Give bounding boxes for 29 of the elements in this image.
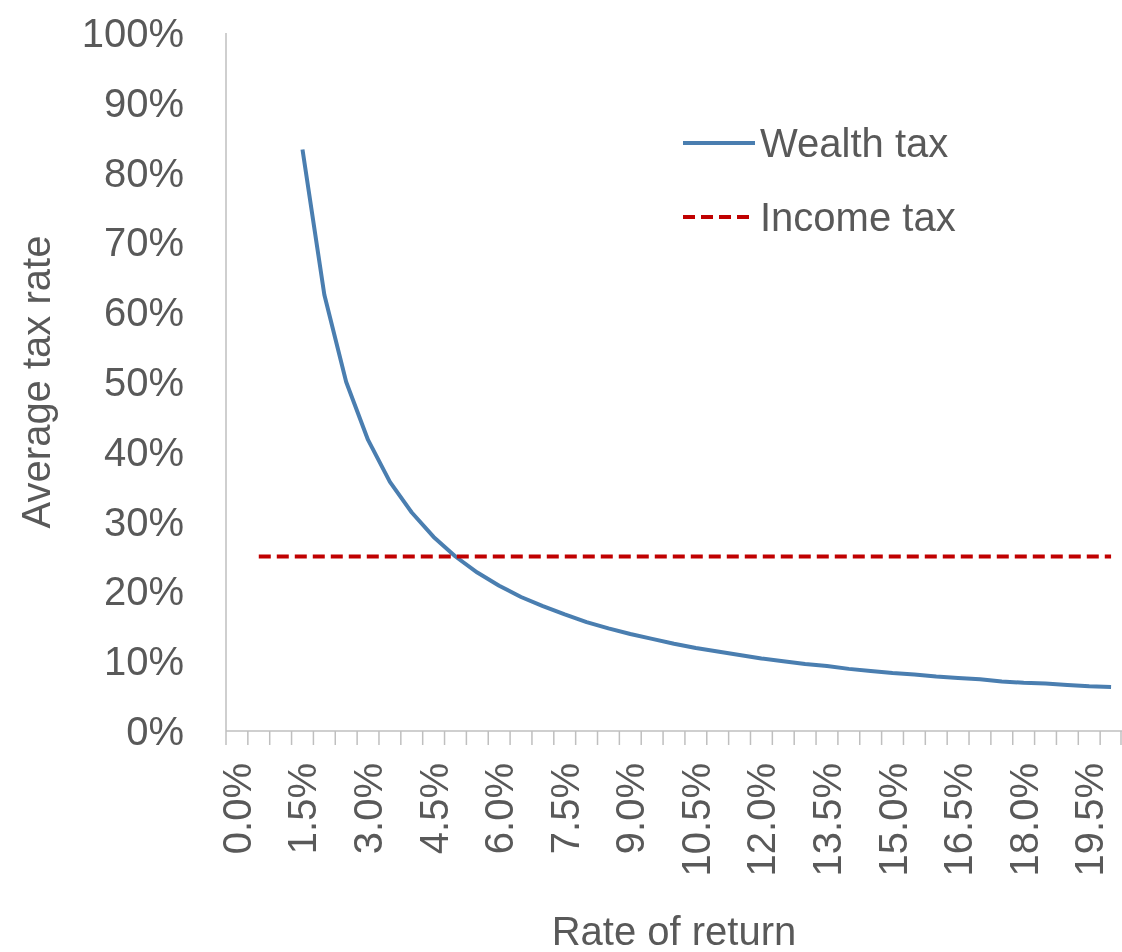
x-tick-label: 7.5% — [542, 763, 587, 855]
y-tick-label: 80% — [103, 150, 184, 195]
x-tick-label: 13.5% — [804, 763, 849, 877]
x-tick-label: 10.5% — [673, 763, 718, 877]
x-axis-title: Rate of return — [551, 909, 797, 952]
legend-label: Wealth tax — [760, 121, 949, 165]
x-tick-label: 9.0% — [608, 763, 653, 855]
x-tick-label: 15.0% — [870, 763, 915, 877]
x-tick-label: 0.0% — [214, 763, 259, 855]
y-tick-label: 100% — [81, 11, 184, 55]
x-tick-label: 19.5% — [1067, 763, 1112, 877]
y-tick-label: 10% — [103, 639, 184, 684]
x-tick-label: 16.5% — [936, 763, 981, 877]
y-tick-label: 0% — [126, 709, 184, 753]
y-tick-label: 90% — [103, 80, 184, 125]
x-tick-label: 3.0% — [346, 763, 391, 855]
x-tick-label: 18.0% — [1001, 763, 1046, 877]
x-tick-label: 1.5% — [280, 763, 325, 855]
y-tick-label: 40% — [103, 429, 184, 474]
y-axis-title: Average tax rate — [14, 235, 58, 529]
y-tick-label: 70% — [103, 220, 184, 265]
y-tick-label: 20% — [103, 569, 184, 614]
legend-label: Income tax — [760, 195, 956, 239]
y-tick-label: 30% — [103, 499, 184, 544]
y-tick-label: 50% — [103, 360, 184, 404]
x-tick-label: 4.5% — [411, 763, 456, 855]
y-tick-label: 60% — [103, 290, 184, 335]
x-tick-label: 12.0% — [739, 763, 784, 877]
x-tick-label: 6.0% — [477, 763, 522, 855]
